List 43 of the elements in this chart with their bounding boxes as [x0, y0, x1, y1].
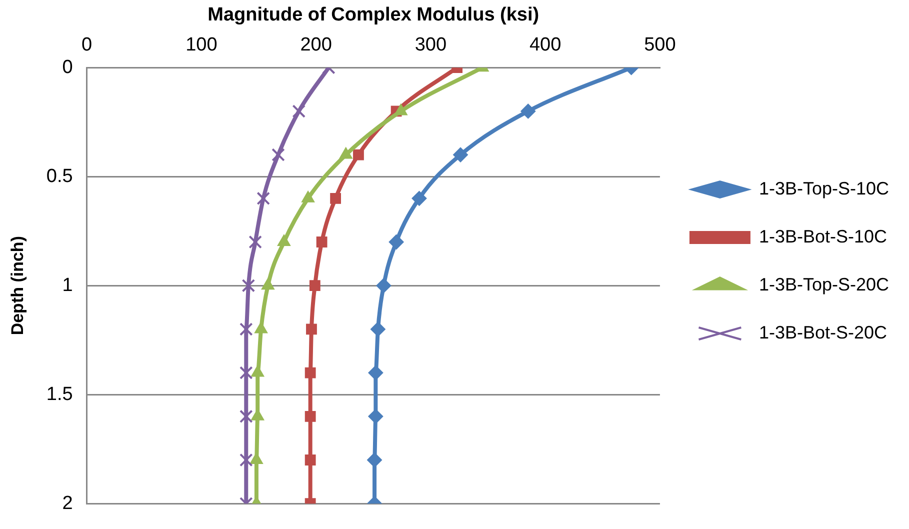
point: [368, 408, 384, 424]
point: [256, 192, 270, 206]
x-tick-label: 0: [82, 34, 92, 56]
y-tick-label: 0: [62, 56, 73, 78]
y-tick-label: 2: [62, 492, 73, 514]
y-tick-label: 0.5: [46, 166, 73, 187]
x-tick-label: 200: [300, 34, 332, 56]
point: [306, 324, 317, 335]
point: [239, 453, 253, 467]
x-tick-label: 400: [529, 34, 562, 56]
point: [304, 410, 316, 422]
point: [452, 147, 468, 162]
point: [239, 410, 253, 424]
y-tick-label: 1.5: [46, 384, 73, 405]
x-tick-label: 300: [414, 34, 447, 56]
y-tick-label: 1: [62, 274, 73, 296]
point: [239, 322, 253, 336]
point: [272, 148, 285, 162]
legend-label: 1-3B-Top-S-20C: [758, 274, 890, 294]
x-axis-title: Magnitude of Complex Modulus (ksi): [208, 4, 540, 26]
point: [316, 236, 328, 248]
point: [388, 234, 404, 250]
point: [239, 366, 253, 380]
point: [304, 454, 316, 466]
point: [304, 367, 316, 378]
point: [353, 149, 364, 160]
point: [520, 104, 536, 119]
legend-label: 1-3B-Bot-S-10C: [758, 226, 888, 246]
point: [242, 278, 256, 292]
point: [309, 280, 320, 292]
legend-label: 1-3B-Top-S-10C: [758, 178, 890, 198]
x-tick-label: 100: [186, 34, 218, 56]
point: [292, 104, 306, 118]
point: [412, 190, 427, 206]
legend-label: 1-3B-Bot-S-20C: [758, 322, 888, 342]
point: [248, 235, 262, 249]
x-tick-label: 500: [644, 34, 676, 56]
point: [330, 192, 342, 204]
y-axis-title: Depth (inch): [8, 236, 27, 336]
point: [376, 278, 392, 294]
point: [367, 452, 382, 468]
point: [368, 365, 384, 380]
point: [370, 322, 386, 337]
